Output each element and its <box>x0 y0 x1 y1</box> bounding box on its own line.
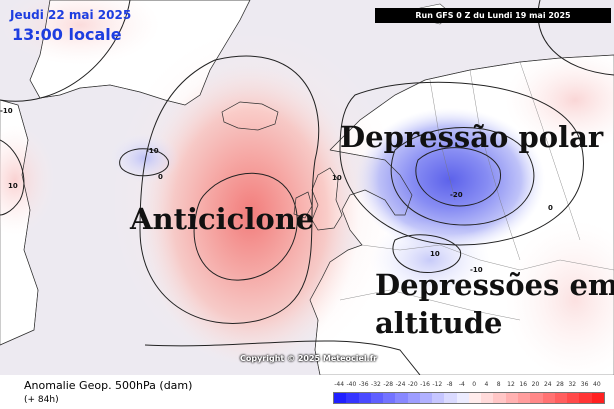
scale-swatch <box>395 393 408 403</box>
contour-labels: -10 10 -10 0 10 -20 10 0 -10 <box>0 107 553 274</box>
contour-label: 10 <box>8 182 18 190</box>
copyright-notice: Copyright © 2025 Meteociel.fr <box>240 354 378 363</box>
scale-value: 4 <box>484 381 489 388</box>
scale-swatch <box>346 393 359 403</box>
model-run-info: Run GFS 0 Z du Lundi 19 mai 2025 <box>375 8 611 23</box>
scale-swatch <box>358 393 371 403</box>
scale-swatch <box>505 393 518 403</box>
scale-value: 28 <box>556 381 564 388</box>
scale-value: 24 <box>543 381 552 388</box>
scale-value: -4 <box>458 381 465 388</box>
scale-swatch <box>530 393 543 403</box>
scale-value: -16 <box>420 381 430 388</box>
scale-swatch <box>383 393 396 403</box>
scale-value: 36 <box>580 381 589 388</box>
contour-label: 0 <box>548 204 553 212</box>
scale-swatch <box>579 393 592 403</box>
scale-swatch <box>481 393 494 403</box>
scale-swatch <box>334 393 347 403</box>
scale-swatch <box>517 393 531 403</box>
scale-swatch <box>370 393 384 403</box>
scale-value: 0 <box>472 381 477 388</box>
scale-swatch <box>444 393 457 403</box>
contour-label: -10 <box>470 266 483 274</box>
scale-value: -8 <box>446 381 453 388</box>
scale-value: 8 <box>496 381 501 388</box>
contour-label: 0 <box>158 173 163 181</box>
upper-low-label-line1: Depressões em <box>375 268 614 302</box>
scale-swatch <box>542 393 555 403</box>
legend-title: Anomalie Geop. 500hPa (dam) <box>24 379 193 392</box>
polar-depression-label: Depressão polar <box>340 120 604 154</box>
scale-value: -24 <box>395 381 406 388</box>
scale-value: -40 <box>346 381 357 388</box>
scale-value: -44 <box>334 381 345 388</box>
country-borders <box>339 61 614 321</box>
scale-swatch <box>493 393 506 403</box>
contour-label: -20 <box>450 191 463 199</box>
scale-swatch <box>456 393 469 403</box>
forecast-date: Jeudi 22 mai 2025 <box>10 8 132 22</box>
legend-footer: Anomalie Geop. 500hPa (dam) (+ 84h) -44-… <box>0 375 614 409</box>
forecast-time: 13:00 locale <box>12 25 122 44</box>
color-scale-bar <box>333 392 605 404</box>
scale-value: 40 <box>593 381 601 388</box>
scale-value: -32 <box>371 381 381 388</box>
scale-value: 12 <box>507 381 515 388</box>
upper-low-label-line2: altitude <box>375 306 503 340</box>
scale-swatch <box>468 393 482 403</box>
contour-label: 10 <box>332 174 342 182</box>
color-scale-labels: -44 -40 -36 -32 -28 -24 -20 -16 -12 -8 -4 0 4 8 12 16 20… <box>333 381 603 390</box>
scale-value: -12 <box>432 381 443 388</box>
scale-value: -28 <box>383 381 394 388</box>
legend-subtitle: (+ 84h) <box>24 395 59 405</box>
contour-label: -10 <box>0 107 13 115</box>
scale-value: 32 <box>568 381 577 388</box>
scale-swatch <box>432 393 445 403</box>
scale-value: 20 <box>531 381 540 388</box>
scale-value: 16 <box>519 381 528 388</box>
anomaly-map: -10 10 -10 0 10 -20 10 0 -10 <box>0 0 614 375</box>
anticyclone-label: Anticiclone <box>130 202 315 236</box>
scale-value: -20 <box>407 381 418 388</box>
contour-label: -10 <box>146 147 159 155</box>
contour-label: 10 <box>430 250 440 258</box>
scale-swatch <box>554 393 568 403</box>
scale-swatch <box>591 393 604 403</box>
scale-value: -36 <box>358 381 369 388</box>
scale-swatch <box>567 393 580 403</box>
scale-swatch <box>407 393 420 403</box>
scale-swatch <box>419 393 433 403</box>
anomaly-shading <box>0 0 614 375</box>
coastlines <box>0 0 614 375</box>
